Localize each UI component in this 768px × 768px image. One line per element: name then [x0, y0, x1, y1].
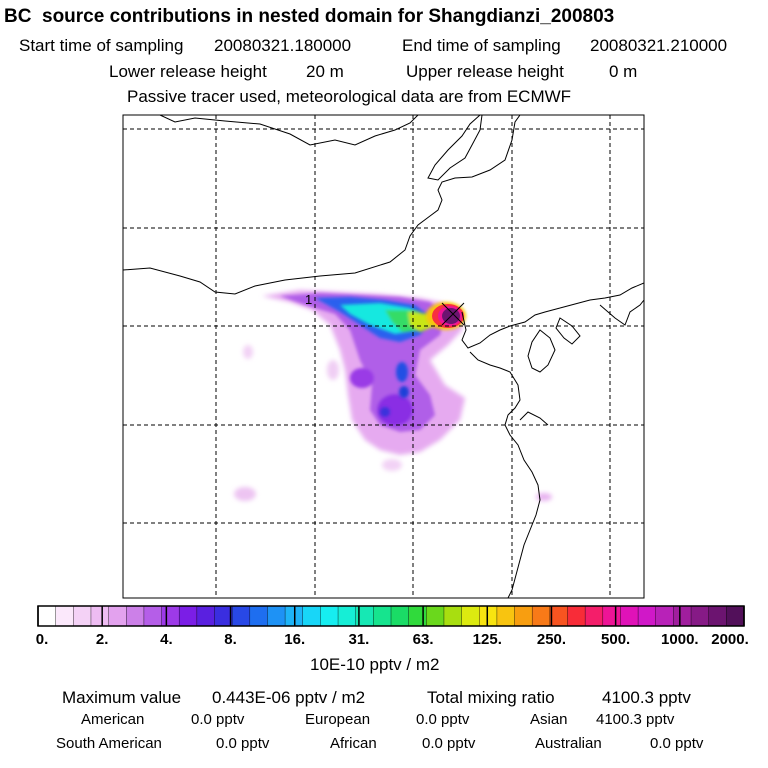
colorbar-tick-label: 500. [601, 631, 631, 648]
colorbar-ticks [37, 606, 745, 626]
colorbar-cell [638, 606, 657, 626]
colorbar-cell [232, 606, 251, 626]
colorbar-cell [214, 606, 233, 626]
colorbar-tick-label: 2. [95, 631, 109, 648]
colorbar-cell [73, 606, 92, 626]
colorbar [38, 606, 745, 626]
tracer-note: Passive tracer used, meteorological data… [127, 87, 572, 106]
colorbar-cell [496, 606, 516, 626]
colorbar-cell [726, 606, 745, 626]
colorbar-tick-label: 16. [284, 631, 306, 648]
colorbar-unit: 10E-10 pptv / m2 [310, 655, 440, 674]
asian-label: Asian [530, 711, 568, 728]
colorbar-cell [549, 606, 568, 626]
colorbar-cell [108, 606, 127, 626]
colorbar-cell [567, 606, 586, 626]
european-label: European [305, 711, 371, 728]
south-american-value: 0.0 pptv [216, 735, 270, 752]
lower-height-label: Lower release height [109, 62, 267, 81]
european-value: 0.0 pptv [416, 711, 470, 728]
colorbar-tick-label: 250. [536, 631, 567, 648]
colorbar-cell [249, 606, 268, 626]
upper-height-value: 0 m [609, 62, 638, 81]
start-time-value: 20080321.180000 [214, 36, 352, 55]
asian-value: 4100.3 pptv [596, 711, 675, 728]
lower-height-value: 20 m [306, 62, 344, 81]
colorbar-cell [320, 606, 339, 626]
colorbar-cell [338, 606, 357, 626]
colorbar-cell [602, 606, 621, 626]
colorbar-cell [55, 606, 74, 626]
colorbar-cell [267, 606, 286, 626]
american-value: 0.0 pptv [191, 711, 245, 728]
colorbar-cell [302, 606, 321, 626]
american-label: American [81, 711, 145, 728]
site-cross-marker [441, 302, 465, 326]
colorbar-cell [179, 606, 198, 626]
colorbar-cell [373, 606, 392, 626]
colorbar-cell [426, 606, 445, 626]
colorbar-cell [408, 606, 427, 626]
colorbar-cell [38, 606, 57, 626]
coastlines [123, 115, 644, 598]
total-mixing-value: 4100.3 pptv [602, 688, 691, 707]
african-label: African [330, 735, 377, 752]
australian-label: Australian [535, 735, 602, 752]
australian-value: 0.0 pptv [650, 735, 704, 752]
colorbar-cell [143, 606, 163, 626]
colorbar-cell [708, 606, 727, 626]
colorbar-cell [673, 606, 692, 626]
colorbar-cell [90, 606, 110, 626]
colorbar-tick-label: 1000. [661, 631, 699, 648]
total-mixing-label: Total mixing ratio [427, 688, 555, 707]
colorbar-cell [443, 606, 463, 626]
map-frame [122, 114, 645, 599]
start-time-label: Start time of sampling [19, 36, 184, 55]
south-american-label: South American [56, 735, 162, 752]
colorbar-cell [514, 606, 533, 626]
colorbar-tick-label: 2000. [711, 631, 749, 648]
colorbar-tick-label: 4. [160, 631, 173, 648]
colorbar-cell [585, 606, 604, 626]
end-time-label: End time of sampling [402, 36, 561, 55]
colorbar-tick-label: 0. [35, 631, 49, 648]
colorbar-cell [391, 606, 410, 626]
colorbar-cell [126, 606, 145, 626]
colorbar-cell [355, 606, 374, 626]
colorbar-tick-label: 31. [348, 631, 370, 648]
colorbar-cell [461, 606, 480, 626]
upper-height-label: Upper release height [406, 62, 564, 81]
colorbar-cell [620, 606, 639, 626]
max-value-label: Maximum value [62, 688, 182, 707]
colorbar-cell [655, 606, 674, 626]
max-value: 0.443E-06 pptv / m2 [212, 688, 366, 707]
colorbar-cell [196, 606, 215, 626]
african-value: 0.0 pptv [422, 735, 476, 752]
colorbar-tick-label: 63. [412, 631, 434, 648]
lat-lon-gridlines [123, 115, 644, 598]
colorbar-tick-label: 125. [472, 631, 502, 648]
colorbar-cell [691, 606, 710, 626]
colorbar-cell [532, 606, 551, 626]
figure-title: BC source contributions in nested domain… [4, 6, 615, 27]
colorbar-cell [161, 606, 180, 626]
end-time-value: 20080321.210000 [590, 36, 728, 55]
site-number-label: 1 [305, 292, 312, 307]
colorbar-tick-label: 8. [224, 631, 237, 648]
colorbar-cell [479, 606, 498, 626]
